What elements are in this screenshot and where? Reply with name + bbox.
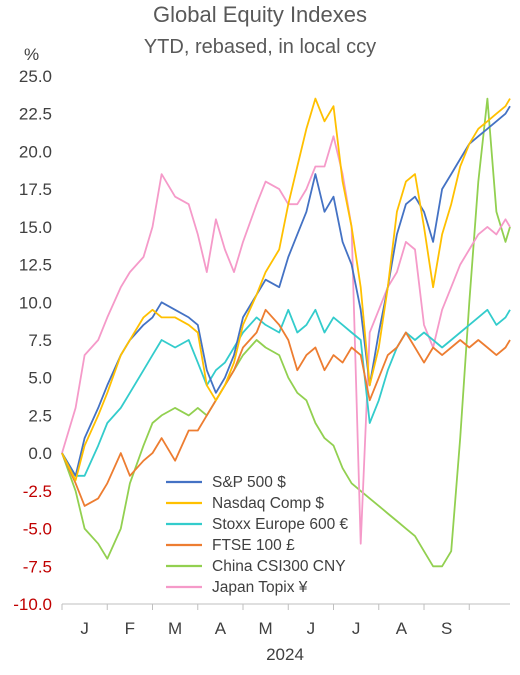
legend: S&P 500 $ Nasdaq Comp $ Stoxx Europe 600 €… [166,474,349,596]
x-tick-label: M [259,619,273,638]
legend-entry: FTSE 100 £ [212,537,295,554]
series-lines [61,97,511,568]
y-tick-label: 0.0 [28,444,52,463]
y-tick-label: 22.5 [19,105,52,124]
series-line-0 [61,105,511,477]
chart-title: Global Equity Indexes [152,2,368,27]
y-tick-label: -7.5 [23,557,52,576]
y-tick-label: -2.5 [23,482,52,501]
y-tick-label: 7.5 [28,331,52,350]
legend-entry: Japan Topix ¥ [212,579,308,596]
y-tick-label: 15.0 [19,218,52,237]
legend-entry: S&P 500 $ [212,474,286,491]
x-axis-year-label: 2024 [266,645,304,664]
y-tick-label: -5.0 [23,520,52,539]
legend-entry: China CSI300 CNY [212,558,346,575]
series-line-2 [61,308,511,477]
series-line-5 [61,135,511,545]
y-tick-label: 10.0 [19,293,52,312]
chart-subtitle: YTD, rebased, in local ccy [143,36,377,58]
x-tick-label: A [396,619,408,638]
series-line-4 [61,97,511,568]
y-tick-label: 20.0 [19,142,52,161]
legend-entry: Stoxx Europe 600 € [212,516,349,533]
y-tick-label: 12.5 [19,256,52,275]
y-axis-unit-label: % [24,45,39,64]
x-tick-label: S [441,619,452,638]
y-tick-label: 5.0 [28,369,52,388]
y-tick-label: 25.0 [19,67,52,86]
x-tick-label: M [168,619,182,638]
y-tick-label: -10.0 [13,595,52,614]
y-axis-ticks: 25.0 22.5 20.0 17.5 15.0 12.5 10.0 7.5 5.0 2.5 0.0… [13,67,52,614]
x-tick-label: F [125,619,135,638]
series-line-1 [61,97,511,482]
x-tick-label: J [80,619,89,638]
x-tick-label: J [352,619,361,638]
y-tick-label: 17.5 [19,180,52,199]
y-tick-label: 2.5 [28,406,52,425]
legend-entry: Nasdaq Comp $ [212,495,324,512]
series-line-3 [61,308,511,507]
x-tick-label: A [215,619,227,638]
x-tick-label: J [307,619,316,638]
